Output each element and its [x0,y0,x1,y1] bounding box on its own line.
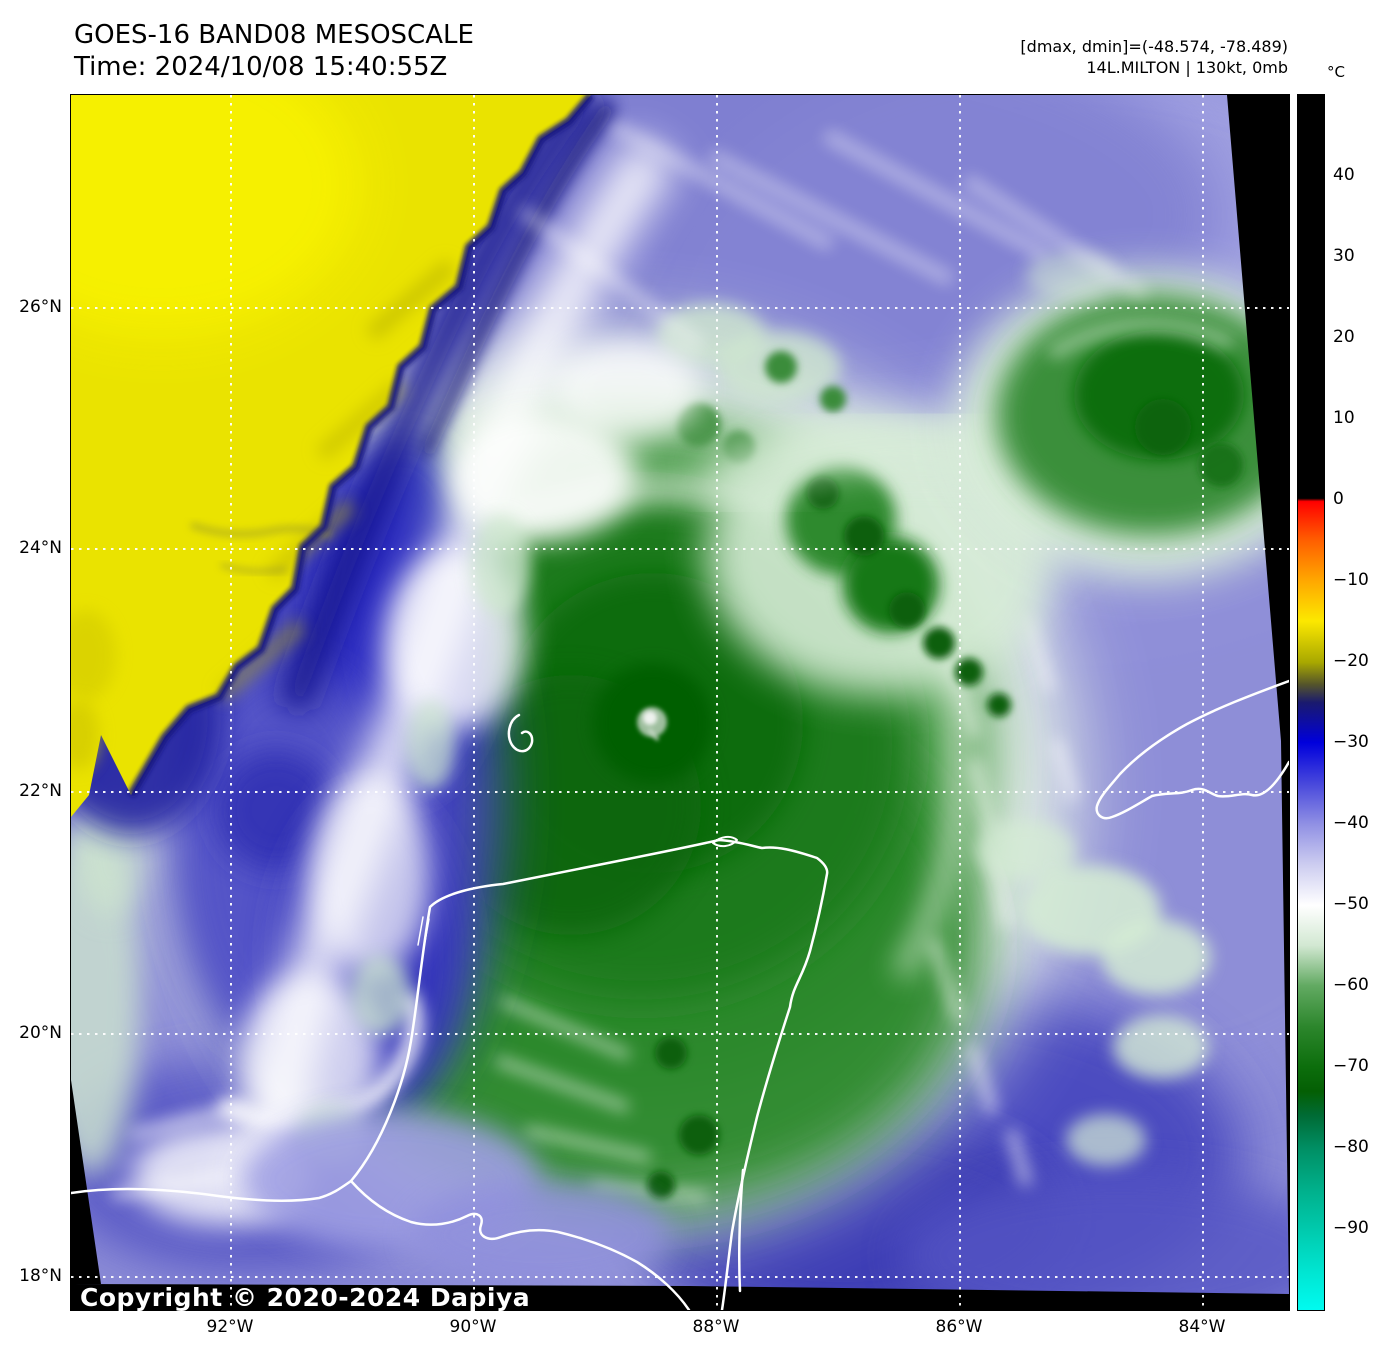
northeast-convective-mass [951,270,1289,580]
satellite-imagery [71,95,1289,1310]
lon-tick-label: 84°W [1178,1317,1226,1337]
coastline-cuba [1095,679,1289,820]
dmax-dmin-readout: [dmax, dmin]=(-48.574, -78.489) [1020,37,1288,56]
coastline-belize-reef [737,1168,745,1293]
low-cloud-patches-bottom [110,1100,671,1290]
lon-tick-label: 92°W [206,1317,254,1337]
lat-tick-label: 26°N [19,297,62,317]
lat-tick-label: 24°N [19,538,62,558]
colorbar-tick: −80 [1333,1137,1369,1157]
colorbar-tick: 30 [1333,246,1355,266]
satellite-map [70,94,1290,1311]
colorbar-tick: −70 [1333,1056,1369,1076]
colorbar-tick: −40 [1333,813,1369,833]
header-annotations: [dmax, dmin]=(-48.574, -78.489) 14L.MILT… [1020,36,1288,78]
coastline-laguna-terminos [349,1179,691,1310]
lon-tick-label: 86°W [935,1317,983,1337]
colorbar-tick: −30 [1333,732,1369,752]
colorbar-tick: −50 [1333,894,1369,914]
colorbar-tick: 20 [1333,327,1355,347]
coastlines [71,679,1289,1310]
lat-tick-label: 20°N [19,1023,62,1043]
yellow-dry-air-region [71,95,595,817]
lat-tick-label: 18°N [19,1266,62,1286]
colorbar-unit-label: °C [1327,63,1345,81]
temperature-colorbar [1297,94,1325,1311]
lon-tick-label: 88°W [692,1317,740,1337]
gridlines [71,95,1289,1310]
cirrus-streaks [517,119,1150,351]
page-title: GOES-16 BAND08 MESOSCALE [74,20,474,50]
colorbar-tick: −90 [1333,1218,1369,1238]
coastline-campeche [71,1179,353,1203]
colorbar-tick: 10 [1333,408,1355,428]
hurricane-eye [637,707,667,741]
storm-intensity-readout: 14L.MILTON | 130kt, 0mb [1086,58,1288,77]
colorbar-tick: 40 [1333,165,1355,185]
island-alacranes-reef [507,713,534,753]
island-holbox [712,835,738,848]
colorbar-tick: −60 [1333,975,1369,995]
colorbar-tick: 0 [1333,489,1344,509]
colorbar-tick: −10 [1333,570,1369,590]
copyright-watermark: Copyright © 2020-2024 Dapiya [80,1283,531,1312]
right-side-cloud-patches [976,251,1211,1166]
lon-tick-label: 90°W [449,1317,497,1337]
lat-tick-label: 22°N [19,781,62,801]
colorbar-tick: −20 [1333,651,1369,671]
timestamp: Time: 2024/10/08 15:40:55Z [74,52,448,82]
lagoon-celestun [417,916,430,948]
